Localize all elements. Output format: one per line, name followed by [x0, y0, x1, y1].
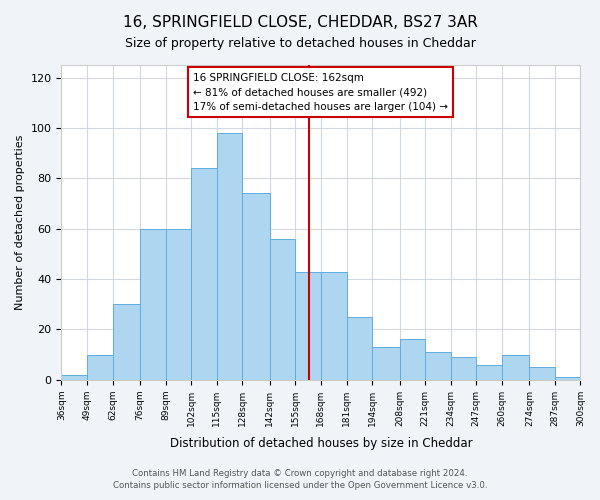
Bar [529, 367, 555, 380]
Bar [400, 340, 425, 380]
Bar [140, 228, 166, 380]
Bar [372, 347, 400, 380]
Bar [191, 168, 217, 380]
Text: 16 SPRINGFIELD CLOSE: 162sqm
← 81% of detached houses are smaller (492)
17% of s: 16 SPRINGFIELD CLOSE: 162sqm ← 81% of de… [193, 72, 448, 112]
Bar [87, 354, 113, 380]
Text: 16, SPRINGFIELD CLOSE, CHEDDAR, BS27 3AR: 16, SPRINGFIELD CLOSE, CHEDDAR, BS27 3AR [122, 15, 478, 30]
Bar [113, 304, 140, 380]
Bar [347, 317, 372, 380]
X-axis label: Distribution of detached houses by size in Cheddar: Distribution of detached houses by size … [170, 437, 472, 450]
Bar [555, 378, 580, 380]
Bar [321, 272, 347, 380]
Bar [61, 375, 87, 380]
Bar [295, 272, 321, 380]
Bar [217, 133, 242, 380]
Bar [451, 357, 476, 380]
Bar [425, 352, 451, 380]
Bar [502, 354, 529, 380]
Text: Size of property relative to detached houses in Cheddar: Size of property relative to detached ho… [125, 38, 475, 51]
Bar [166, 228, 191, 380]
Y-axis label: Number of detached properties: Number of detached properties [15, 134, 25, 310]
Text: Contains HM Land Registry data © Crown copyright and database right 2024.
Contai: Contains HM Land Registry data © Crown c… [113, 468, 487, 490]
Bar [476, 364, 502, 380]
Bar [242, 194, 270, 380]
Bar [270, 239, 295, 380]
